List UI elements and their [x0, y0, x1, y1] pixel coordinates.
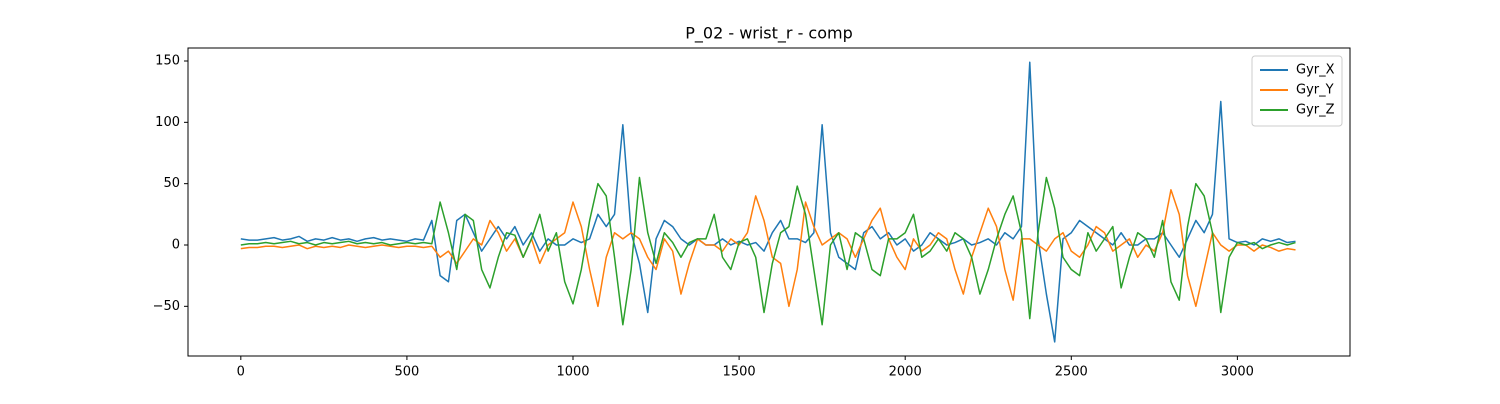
- legend-label: Gyr_Y: [1296, 83, 1334, 98]
- x-tick-label: 500: [394, 365, 419, 380]
- series-line: [240, 176, 1296, 326]
- x-tick-label: 1500: [723, 365, 756, 380]
- x-tick-label: 2500: [1055, 365, 1088, 380]
- chart-title: P_02 - wrist_r - comp: [685, 24, 853, 44]
- legend: Gyr_X Gyr_Y Gyr_Z: [1251, 55, 1343, 127]
- y-tick-label: 0: [172, 237, 180, 252]
- legend-label: Gyr_Z: [1296, 103, 1335, 118]
- legend-label: Gyr_X: [1296, 63, 1335, 78]
- y-tick-label: −50: [153, 299, 180, 314]
- x-tick-label: 2000: [889, 365, 922, 380]
- y-tick-label: 100: [155, 115, 180, 130]
- legend-box: [1251, 55, 1343, 127]
- y-tick-label: 150: [155, 54, 180, 69]
- plot-frame: [187, 47, 1351, 357]
- x-tick-label: 1000: [556, 365, 589, 380]
- series-line: [240, 189, 1296, 308]
- y-tick-label: 50: [163, 176, 180, 191]
- x-tick-label: 3000: [1221, 365, 1254, 380]
- x-tick-label: 0: [237, 365, 245, 380]
